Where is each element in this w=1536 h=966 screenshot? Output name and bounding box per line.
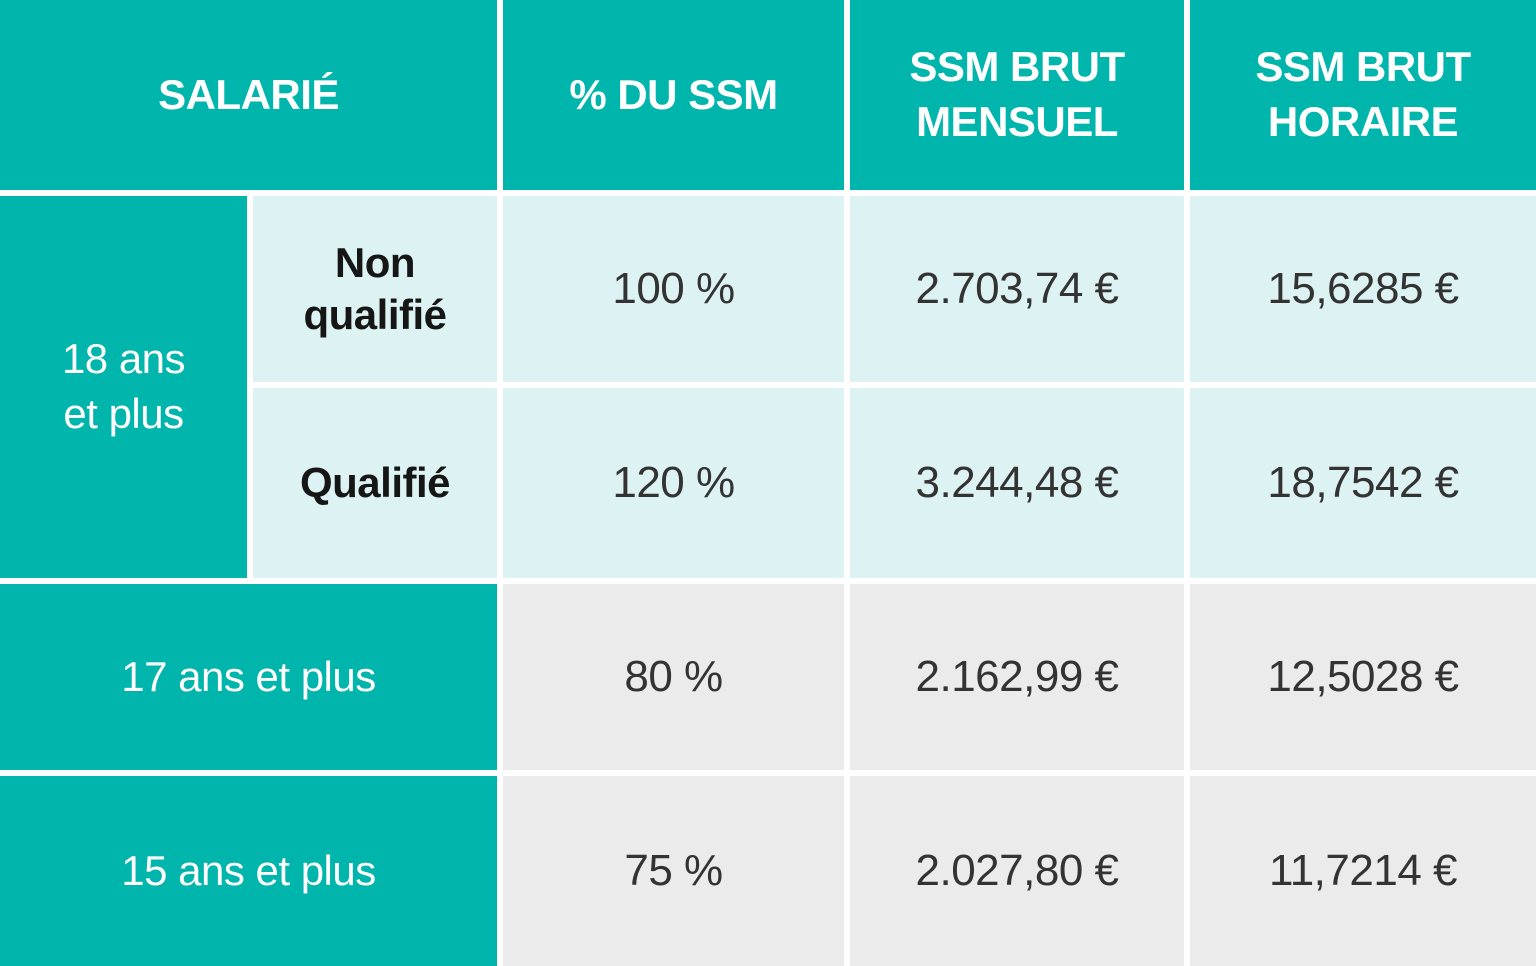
cell-nonqualifie-horaire-value: 15,6285 € xyxy=(1267,264,1459,313)
cell-age-18-ans-label: 18 ans et plus xyxy=(61,335,186,437)
cell-15ans-pct-value: 75 % xyxy=(624,846,723,895)
cell-15ans-horaire: 11,7214 € xyxy=(1190,776,1536,966)
cell-qualifie: Qualifié xyxy=(253,388,497,578)
header-ssm-brut-horaire: SSM BRUT HORAIRE xyxy=(1190,0,1536,190)
cell-17ans-pct: 80 % xyxy=(503,584,844,770)
cell-qualifie-label: Qualifié xyxy=(299,458,451,506)
cell-15ans-horaire-value: 11,7214 € xyxy=(1269,846,1457,895)
header-pct-du-ssm-label: % DU SSM xyxy=(569,70,778,118)
cell-non-qualifie: Non qualifié xyxy=(253,196,497,382)
cell-17ans-horaire: 12,5028 € xyxy=(1190,584,1536,770)
cell-qualifie-horaire-value: 18,7542 € xyxy=(1267,458,1459,507)
cell-17ans-mensuel: 2.162,99 € xyxy=(850,584,1184,770)
header-ssm-brut-mensuel: SSM BRUT MENSUEL xyxy=(850,0,1184,190)
cell-qualifie-pct-value: 120 % xyxy=(612,458,735,507)
cell-17ans-mensuel-value: 2.162,99 € xyxy=(915,652,1119,701)
cell-15ans-mensuel: 2.027,80 € xyxy=(850,776,1184,966)
cell-qualifie-horaire: 18,7542 € xyxy=(1190,388,1536,578)
cell-age-17-ans-label: 17 ans et plus xyxy=(121,652,376,700)
header-ssm-brut-horaire-label: SSM BRUT HORAIRE xyxy=(1255,43,1471,145)
cell-nonqualifie-pct: 100 % xyxy=(503,196,844,382)
cell-15ans-mensuel-value: 2.027,80 € xyxy=(915,846,1119,895)
cell-qualifie-pct: 120 % xyxy=(503,388,844,578)
cell-non-qualifie-label: Non qualifié xyxy=(303,238,447,339)
cell-15ans-pct: 75 % xyxy=(503,776,844,966)
cell-17ans-horaire-value: 12,5028 € xyxy=(1267,652,1459,701)
cell-qualifie-mensuel: 3.244,48 € xyxy=(850,388,1184,578)
cell-17ans-pct-value: 80 % xyxy=(624,652,723,701)
header-ssm-brut-mensuel-label: SSM BRUT MENSUEL xyxy=(909,43,1125,145)
cell-nonqualifie-mensuel: 2.703,74 € xyxy=(850,196,1184,382)
cell-age-15-ans-label: 15 ans et plus xyxy=(121,846,376,894)
cell-qualifie-mensuel-value: 3.244,48 € xyxy=(915,458,1119,507)
header-salarie: SALARIÉ xyxy=(0,0,497,190)
header-salarie-label: SALARIÉ xyxy=(158,70,339,118)
cell-age-15-ans: 15 ans et plus xyxy=(0,776,497,966)
cell-age-17-ans: 17 ans et plus xyxy=(0,584,497,770)
cell-age-18-ans: 18 ans et plus xyxy=(0,196,247,578)
cell-nonqualifie-pct-value: 100 % xyxy=(612,264,735,313)
cell-nonqualifie-mensuel-value: 2.703,74 € xyxy=(915,264,1119,313)
cell-nonqualifie-horaire: 15,6285 € xyxy=(1190,196,1536,382)
header-pct-du-ssm: % DU SSM xyxy=(503,0,844,190)
